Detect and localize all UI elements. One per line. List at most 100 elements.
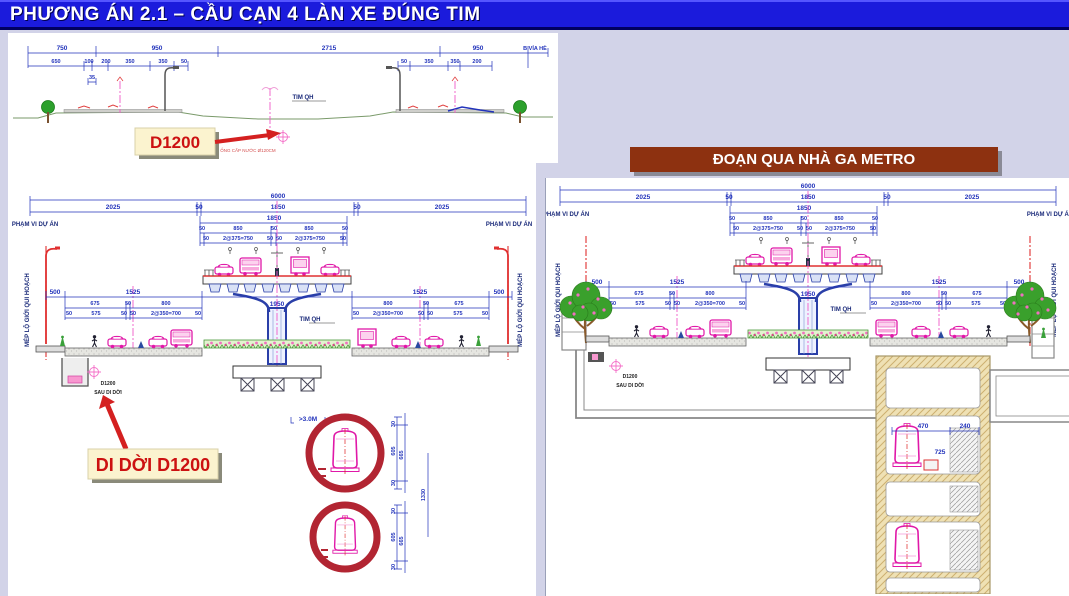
- ground-profile: TIM QH: [13, 66, 553, 145]
- sau-di-doi-label: SAU DI DỜI: [616, 381, 644, 389]
- bus-icon: [239, 257, 262, 277]
- dim-label: 675: [972, 291, 981, 297]
- mep-lo-label: MÉP LỘ GIỚI QUI HOẠCH: [554, 263, 562, 337]
- dim-label: 1525: [126, 289, 141, 296]
- dim-label: 2@350=700: [891, 301, 921, 307]
- arrow-icon: [266, 129, 281, 140]
- dim-label: 950: [473, 45, 484, 52]
- ground-level: [585, 319, 1031, 347]
- pipe-crosshair-icon: [275, 129, 291, 145]
- deck-dimensions: 1850 50 850 50 850 50 50 2@375=750 50 50…: [729, 205, 878, 244]
- dim-label: 50: [945, 301, 951, 307]
- pile-cap: [765, 357, 851, 371]
- street-light: [389, 67, 401, 111]
- box-girders: [208, 283, 345, 293]
- mep-lo-label: MÉP LỘ GIỚI QUI HOẠCH: [23, 273, 31, 347]
- top-profile-panel: 750 950 2715 950 B VỈA HÈ 650 100 200 35…: [8, 33, 558, 163]
- sidewalk: [585, 335, 610, 343]
- deck-railing: [735, 259, 881, 266]
- utility-trench: [61, 358, 89, 387]
- dim-label: 50: [353, 311, 359, 317]
- shrub-icon: [678, 331, 684, 338]
- dim-label: 850: [233, 226, 242, 232]
- pham-vi-label: PHẠM VI DỰ ÁN: [486, 221, 532, 228]
- dim-label: 675: [454, 301, 463, 307]
- tunnel-dim: 30: [391, 508, 397, 514]
- dim-label: 800: [901, 291, 910, 297]
- pile-icon: [270, 377, 285, 392]
- pedestrian-icon: [91, 334, 98, 348]
- right-cross-section-drawing: 6000 2025 50 1850 50 2025 PHẠM VI DỰ ÁN …: [546, 183, 1069, 594]
- tunnel-dim: 30: [391, 564, 397, 570]
- dim-label: 750: [57, 45, 68, 52]
- dim-label: 2@375=750: [753, 226, 783, 232]
- tim-qh-label: TIM QH: [293, 95, 314, 101]
- dim-label: 1850: [271, 204, 286, 211]
- dim-label: 100: [84, 59, 93, 65]
- d1200-small-label: D1200: [101, 381, 116, 387]
- dim-label: 50: [482, 311, 488, 317]
- dim-label: 800: [705, 291, 714, 297]
- pedestrian-icon: [633, 324, 640, 338]
- metro-train-icon: [330, 427, 360, 475]
- bus-icon: [709, 319, 732, 339]
- pipe-note: ỐNG CẤP NƯỚC Ø120CM: [220, 147, 276, 153]
- tim-qh-label: TIM QH: [300, 317, 321, 323]
- mep-lo-label: MÉP LỘ GIỚI QUI HOẠCH: [1050, 263, 1058, 337]
- red-light-pole: [496, 247, 509, 344]
- dim-label: 50: [130, 311, 136, 317]
- dim-label: 2@350=700: [151, 311, 181, 317]
- dim-label: 50: [121, 311, 127, 317]
- dim-label: 50: [669, 291, 675, 297]
- right-diagram-panel: 6000 2025 50 1850 50 2025 PHẠM VI DỰ ÁN …: [545, 178, 1069, 596]
- roadway: [64, 347, 203, 357]
- station-room: [885, 577, 981, 593]
- dim-label: 500: [1014, 279, 1025, 286]
- dim-label: 850: [834, 216, 843, 222]
- escalator-hatch: [949, 485, 979, 513]
- escalator-hatch: [949, 427, 979, 473]
- dim-label: 35: [89, 75, 95, 81]
- station-dim: 470: [918, 423, 929, 430]
- top-dimension-rows: 750 950 2715 950 B VỈA HÈ 650 100 200 35…: [27, 44, 549, 85]
- dim-label: 800: [161, 301, 170, 307]
- tunnel-dim: 605: [391, 446, 397, 455]
- tree-icon: [41, 100, 55, 124]
- dim-label: 50: [125, 301, 131, 307]
- roadway: [351, 347, 490, 357]
- dim-label: 2715: [322, 45, 337, 52]
- dim-label: 50: [941, 291, 947, 297]
- arrow-icon: [99, 395, 115, 409]
- green-figure-icon: [60, 335, 65, 346]
- pedestrian-icon: [458, 334, 465, 348]
- dim-label: 850: [304, 226, 313, 232]
- deck-railing: [204, 269, 350, 276]
- dim-label: 50: [797, 226, 803, 232]
- pipe-crosshair-icon: [86, 364, 102, 380]
- foundation: [232, 365, 322, 392]
- car-icon: [148, 335, 168, 349]
- dim-label: 6000: [801, 183, 816, 190]
- station-room: [885, 367, 981, 409]
- tree-icon: [513, 100, 527, 124]
- dim-label: 50: [610, 301, 616, 307]
- car-icon: [214, 263, 234, 277]
- tunnel-dim: 605: [391, 532, 397, 541]
- bus-icon: [770, 247, 793, 267]
- metro-train-icon: [892, 422, 922, 470]
- sidewalk: [1006, 335, 1031, 343]
- dim-label: 50: [871, 301, 877, 307]
- metro-train-icon: [332, 515, 358, 557]
- dim-label: 200: [101, 59, 110, 65]
- dim-label: 2@375=750: [295, 236, 325, 242]
- ground-dimensions: 500 1525 1525 500 675 50 800 50 575 50 5…: [45, 289, 513, 320]
- dim-label: 850: [763, 216, 772, 222]
- truck-icon: [290, 256, 310, 277]
- car-icon: [685, 325, 705, 339]
- dim-label: 575: [453, 311, 462, 317]
- ground-dimensions: 500 1525 1525 500 675 50 800 50 575 50 5…: [585, 279, 1031, 310]
- car-icon: [107, 335, 127, 349]
- street-light: [164, 67, 176, 111]
- truck-icon: [357, 328, 377, 349]
- dim-label: 50: [66, 311, 72, 317]
